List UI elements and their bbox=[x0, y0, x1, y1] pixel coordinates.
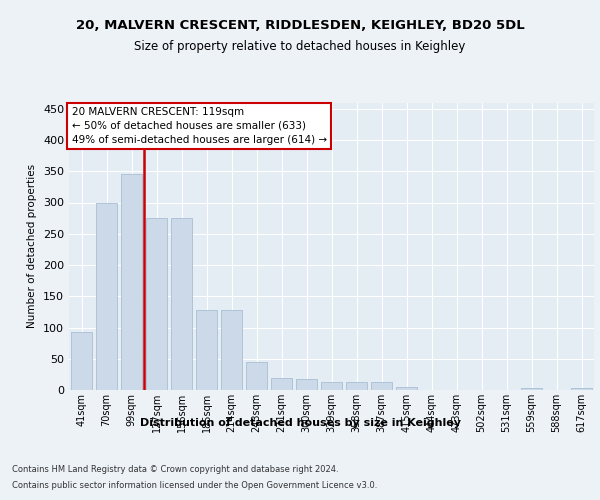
Bar bbox=[396, 387, 417, 390]
Text: Distribution of detached houses by size in Keighley: Distribution of detached houses by size … bbox=[139, 418, 461, 428]
Bar bbox=[271, 378, 292, 390]
Y-axis label: Number of detached properties: Number of detached properties bbox=[28, 164, 37, 328]
Bar bbox=[371, 382, 392, 390]
Bar bbox=[121, 174, 142, 390]
Bar bbox=[246, 362, 267, 390]
Bar bbox=[321, 382, 342, 390]
Bar bbox=[146, 218, 167, 390]
Bar bbox=[96, 202, 117, 390]
Bar bbox=[571, 388, 592, 390]
Text: Contains HM Land Registry data © Crown copyright and database right 2024.: Contains HM Land Registry data © Crown c… bbox=[12, 465, 338, 474]
Bar bbox=[221, 310, 242, 390]
Text: 20, MALVERN CRESCENT, RIDDLESDEN, KEIGHLEY, BD20 5DL: 20, MALVERN CRESCENT, RIDDLESDEN, KEIGHL… bbox=[76, 19, 524, 32]
Bar bbox=[521, 388, 542, 390]
Text: Contains public sector information licensed under the Open Government Licence v3: Contains public sector information licen… bbox=[12, 481, 377, 490]
Bar bbox=[296, 379, 317, 390]
Bar bbox=[171, 218, 192, 390]
Bar bbox=[346, 382, 367, 390]
Text: Size of property relative to detached houses in Keighley: Size of property relative to detached ho… bbox=[134, 40, 466, 53]
Bar bbox=[71, 332, 92, 390]
Bar bbox=[196, 310, 217, 390]
Text: 20 MALVERN CRESCENT: 119sqm
← 50% of detached houses are smaller (633)
49% of se: 20 MALVERN CRESCENT: 119sqm ← 50% of det… bbox=[71, 107, 327, 145]
